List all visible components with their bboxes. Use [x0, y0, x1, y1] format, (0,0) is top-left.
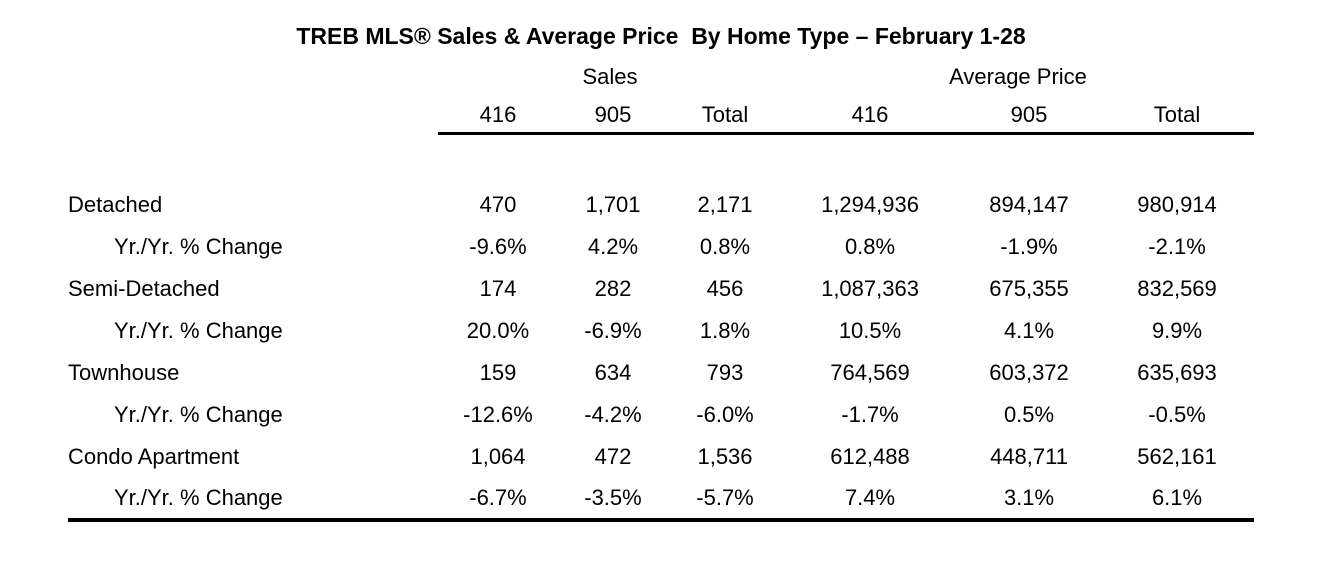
cell-sales-total: 793 [706, 360, 744, 385]
cell-avgprice-905: 3.1% [958, 478, 1101, 522]
cell-avgprice-total: 6.1% [1100, 478, 1255, 522]
cell-sales-total: 456 [706, 276, 744, 301]
cell-avgprice-905: 4.1% [1003, 318, 1055, 343]
cell-sales-416: 159 [479, 360, 517, 385]
cell-sales-416: 174 [479, 276, 517, 301]
table-row-detached: Detached 470 1,701 2,171 1,294,936 894,1… [68, 184, 1254, 226]
cell-sales-416: -9.6% [469, 234, 527, 259]
cell-avgprice-total: 635,693 [1137, 360, 1217, 385]
cell-sales-905: 1,701 [585, 192, 641, 217]
cell-sales-total: -5.7% [668, 478, 783, 522]
cell-sales-905: -6.9% [584, 318, 642, 343]
row-label: Yr./Yr. % Change [114, 318, 283, 343]
cell-avgprice-416: 10.5% [838, 318, 902, 343]
group-header-average-price: Average Price [949, 64, 1087, 89]
cell-sales-416: 20.0% [466, 318, 530, 343]
cell-avgprice-total: -0.5% [1148, 402, 1206, 427]
row-label: Semi-Detached [68, 276, 220, 301]
cell-avgprice-905: 894,147 [989, 192, 1069, 217]
cell-avgprice-905: -1.9% [1000, 234, 1058, 259]
column-header-avgprice-total: Total [1100, 98, 1255, 135]
cell-sales-416: -12.6% [463, 402, 533, 427]
row-label: Condo Apartment [68, 444, 240, 469]
table-row-semi-detached-yoy-change: Yr./Yr. % Change 20.0% -6.9% 1.8% 10.5% … [68, 310, 1254, 352]
cell-avgprice-905: 0.5% [1003, 402, 1055, 427]
cell-sales-total: 2,171 [697, 192, 753, 217]
cell-sales-905: 4.2% [587, 234, 639, 259]
cell-sales-905: 634 [594, 360, 632, 385]
row-label: Townhouse [68, 360, 180, 385]
column-header-avgprice-905: 905 [958, 98, 1101, 135]
row-label: Yr./Yr. % Change [114, 234, 283, 259]
cell-avgprice-416: 1,294,936 [821, 192, 919, 217]
column-header-row: 416 905 Total 416 905 Total [68, 98, 1255, 135]
sales-average-price-table: Sales Average Price 416 905 Total 416 90… [68, 56, 1255, 522]
cell-avgprice-416: 1,087,363 [821, 276, 919, 301]
row-label: Yr./Yr. % Change [68, 478, 438, 522]
cell-sales-total: 1.8% [699, 318, 751, 343]
cell-avgprice-total: -2.1% [1148, 234, 1206, 259]
column-header-sales-416: 416 [438, 98, 558, 135]
cell-sales-905: 282 [594, 276, 632, 301]
cell-sales-total: -6.0% [696, 402, 754, 427]
spacer-cell [68, 133, 1254, 184]
cell-sales-416: -6.7% [438, 478, 558, 522]
cell-avgprice-416: -1.7% [841, 402, 899, 427]
cell-avgprice-905: 603,372 [989, 360, 1069, 385]
group-header-sales: Sales [582, 64, 638, 89]
cell-sales-905: 472 [594, 444, 632, 469]
cell-avgprice-905: 675,355 [989, 276, 1069, 301]
report-table-region: TREB MLS® Sales & Average Price By Home … [68, 20, 1255, 522]
cell-sales-905: -3.5% [558, 478, 668, 522]
cell-avgprice-416: 764,569 [830, 360, 910, 385]
cell-avgprice-416: 612,488 [830, 444, 910, 469]
row-label: Detached [68, 192, 163, 217]
spacer-row [68, 133, 1254, 184]
table-row-townhouse-yoy-change: Yr./Yr. % Change -12.6% -4.2% -6.0% -1.7… [68, 394, 1254, 436]
cell-avgprice-total: 980,914 [1137, 192, 1217, 217]
row-label: Yr./Yr. % Change [114, 402, 283, 427]
column-header-avgprice-416: 416 [782, 98, 959, 135]
cell-sales-416: 1,064 [470, 444, 526, 469]
group-header-row: Sales Average Price [68, 56, 1254, 98]
cell-avgprice-total: 832,569 [1137, 276, 1217, 301]
cell-sales-416: 470 [479, 192, 517, 217]
cell-sales-905: -4.2% [584, 402, 642, 427]
cell-avgprice-total: 9.9% [1151, 318, 1203, 343]
table-row-townhouse: Townhouse 159 634 793 764,569 603,372 63… [68, 352, 1254, 394]
cell-avgprice-416: 0.8% [844, 234, 896, 259]
column-header-sales-905: 905 [558, 98, 668, 135]
column-header-spacer [68, 98, 438, 133]
cell-avgprice-416: 7.4% [782, 478, 959, 522]
cell-sales-total: 1,536 [697, 444, 753, 469]
cell-avgprice-905: 448,711 [990, 444, 1068, 469]
report-title: TREB MLS® Sales & Average Price By Home … [296, 23, 1026, 49]
table-row-detached-yoy-change: Yr./Yr. % Change -9.6% 4.2% 0.8% 0.8% -1… [68, 226, 1254, 268]
table-row-condo-apartment: Condo Apartment 1,064 472 1,536 612,488 … [68, 436, 1254, 478]
group-header-spacer [68, 56, 438, 98]
cell-avgprice-total: 562,161 [1137, 444, 1217, 469]
table-row-semi-detached: Semi-Detached 174 282 456 1,087,363 675,… [68, 268, 1254, 310]
cell-sales-total: 0.8% [699, 234, 751, 259]
column-header-sales-total: Total [668, 98, 783, 135]
table-row-condo-apartment-yoy-change: Yr./Yr. % Change -6.7% -3.5% -5.7% 7.4% … [68, 478, 1255, 522]
